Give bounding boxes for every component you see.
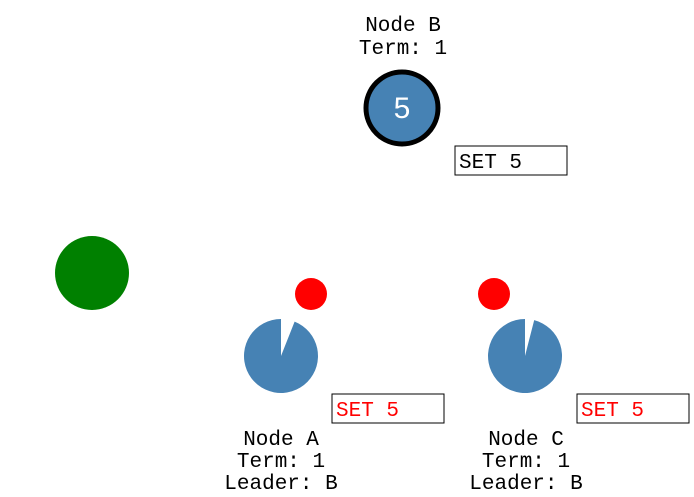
node-c[interactable]: SET 5 Node C Term: 1 Leader: B bbox=[469, 278, 690, 496]
node-a-log-entry: SET 5 bbox=[331, 393, 445, 424]
node-c-timeout-circle[interactable] bbox=[488, 319, 563, 394]
node-a-timeout-circle[interactable] bbox=[243, 318, 318, 394]
node-a[interactable]: SET 5 Node A Term: 1 Leader: B bbox=[224, 278, 445, 496]
node-b-term: Term: 1 bbox=[359, 38, 447, 61]
node-b-leader-circle[interactable] bbox=[363, 69, 441, 147]
node-b[interactable]: Node B Term: 1 5 SET 5 bbox=[359, 15, 568, 176]
node-b-value: 5 bbox=[394, 92, 411, 125]
node-a-log-text: SET 5 bbox=[336, 400, 399, 423]
node-c-log-box bbox=[576, 393, 690, 424]
node-b-log-box bbox=[454, 145, 568, 176]
client-node-icon[interactable] bbox=[55, 236, 129, 310]
node-a-name: Node A bbox=[243, 429, 319, 452]
node-a-term: Term: 1 bbox=[237, 451, 325, 474]
node-c-leader: Leader: B bbox=[469, 473, 582, 496]
node-a-incoming-message bbox=[295, 278, 327, 310]
node-b-name: Node B bbox=[365, 15, 441, 38]
node-a-log-box bbox=[331, 393, 445, 424]
node-b-log-entry: SET 5 bbox=[454, 145, 568, 176]
node-c-name: Node C bbox=[488, 429, 564, 452]
node-c-incoming-message bbox=[478, 278, 510, 310]
node-b-log-text: SET 5 bbox=[459, 152, 522, 175]
node-a-leader: Leader: B bbox=[224, 473, 337, 496]
node-c-log-entry: SET 5 bbox=[576, 393, 690, 424]
node-c-log-text: SET 5 bbox=[581, 400, 644, 423]
node-c-term: Term: 1 bbox=[482, 451, 570, 474]
